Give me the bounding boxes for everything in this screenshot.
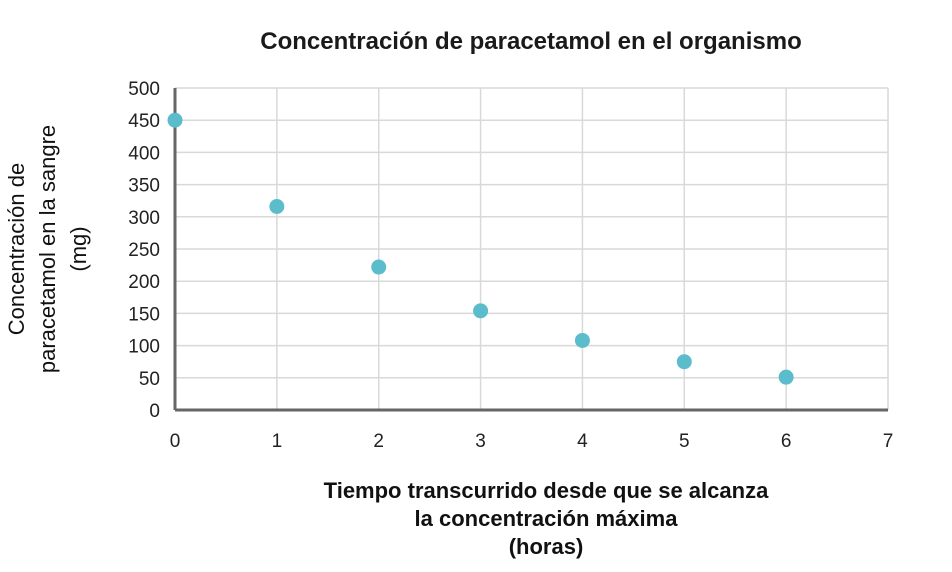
y-axis-label: Concentración de paracetamol en la sangr…: [4, 125, 91, 373]
y-tick-label: 300: [128, 208, 160, 229]
x-axis-label-line-3: (horas): [509, 534, 584, 559]
y-tick-label: 200: [128, 272, 160, 293]
data-point: [269, 198, 285, 214]
data-point: [574, 332, 590, 348]
x-tick-label: 3: [475, 431, 486, 452]
x-tick-label: 6: [781, 431, 792, 452]
x-tick-label: 7: [883, 431, 894, 452]
y-axis-label-line-3: (mg): [66, 226, 91, 271]
y-tick-label: 400: [128, 143, 160, 164]
y-tick-label: 500: [128, 79, 160, 100]
data-points: [167, 112, 794, 385]
axes: [173, 88, 888, 412]
y-tick-label: 100: [128, 337, 160, 358]
y-tick-label: 0: [149, 401, 160, 422]
y-tick-labels: 0 50 100 150 200 250 300 350 400 450 500: [128, 79, 160, 422]
chart-title: Concentración de paracetamol en el organ…: [260, 28, 801, 55]
data-point: [676, 354, 692, 370]
data-point: [778, 369, 794, 385]
x-axis-label-line-2: la concentración máxima: [415, 506, 679, 531]
x-tick-label: 1: [272, 431, 283, 452]
data-point: [371, 259, 387, 275]
y-tick-label: 450: [128, 111, 160, 132]
x-tick-label: 4: [577, 431, 588, 452]
x-tick-label: 0: [170, 431, 181, 452]
y-tick-label: 350: [128, 176, 160, 197]
y-tick-label: 50: [139, 369, 160, 390]
x-tick-label: 2: [373, 431, 384, 452]
data-point: [473, 303, 489, 319]
x-axis-label-line-1: Tiempo transcurrido desde que se alcanza: [324, 478, 769, 503]
y-axis-label-line-2: paracetamol en la sangre: [35, 125, 60, 373]
x-tick-label: 5: [679, 431, 690, 452]
x-tick-labels: 0 1 2 3 4 5 6 7: [170, 431, 894, 452]
data-point: [167, 112, 183, 128]
grid: [175, 87, 889, 410]
x-axis-label: Tiempo transcurrido desde que se alcanza…: [324, 478, 769, 559]
y-tick-label: 150: [128, 304, 160, 325]
y-axis-label-line-1: Concentración de: [4, 163, 29, 335]
y-tick-label: 250: [128, 240, 160, 261]
